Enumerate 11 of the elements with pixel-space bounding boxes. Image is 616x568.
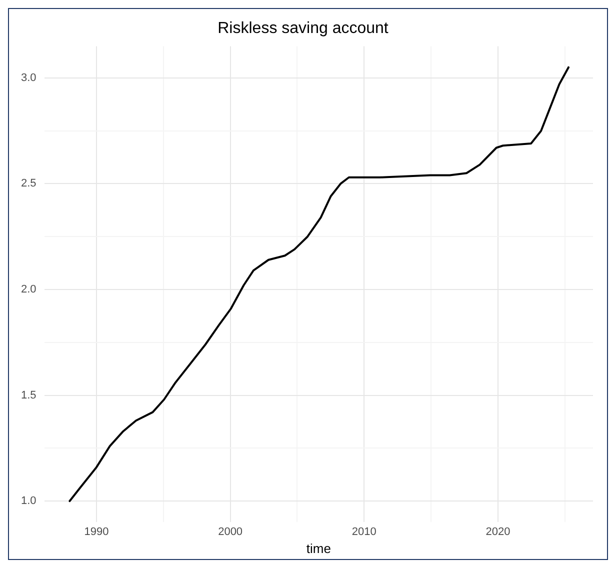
y-tick-label: 1.5 xyxy=(20,389,36,402)
x-tick-label: 1990 xyxy=(84,526,109,538)
x-tick-label: 2010 xyxy=(352,526,376,538)
y-tick-label: 2.0 xyxy=(20,284,36,296)
y-tick-label: 3.0 xyxy=(20,72,36,84)
chart-title: Riskless saving account xyxy=(218,20,389,38)
x-tick-label: 2000 xyxy=(218,526,243,538)
x-tick-label: 2020 xyxy=(486,526,510,538)
y-tick-label: 2.5 xyxy=(20,178,36,190)
x-axis-title: time xyxy=(306,540,331,556)
y-tick-label: 1.0 xyxy=(20,495,36,508)
